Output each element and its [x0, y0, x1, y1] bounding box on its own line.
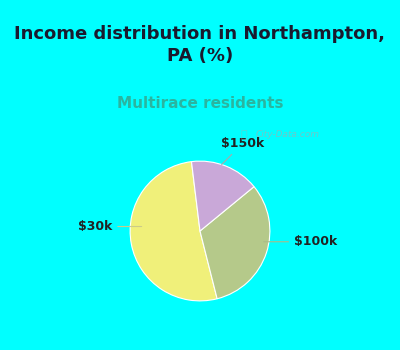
- Wedge shape: [200, 187, 270, 299]
- Text: $100k: $100k: [264, 235, 337, 248]
- Wedge shape: [130, 162, 217, 301]
- Text: City-Data.com: City-Data.com: [256, 130, 320, 139]
- Text: Multirace residents: Multirace residents: [117, 96, 283, 111]
- Wedge shape: [192, 161, 254, 231]
- Text: $30k: $30k: [78, 220, 142, 233]
- Text: ⓘ: ⓘ: [240, 130, 247, 140]
- Text: $150k: $150k: [221, 137, 265, 164]
- Text: Income distribution in Northampton,
PA (%): Income distribution in Northampton, PA (…: [14, 25, 386, 65]
